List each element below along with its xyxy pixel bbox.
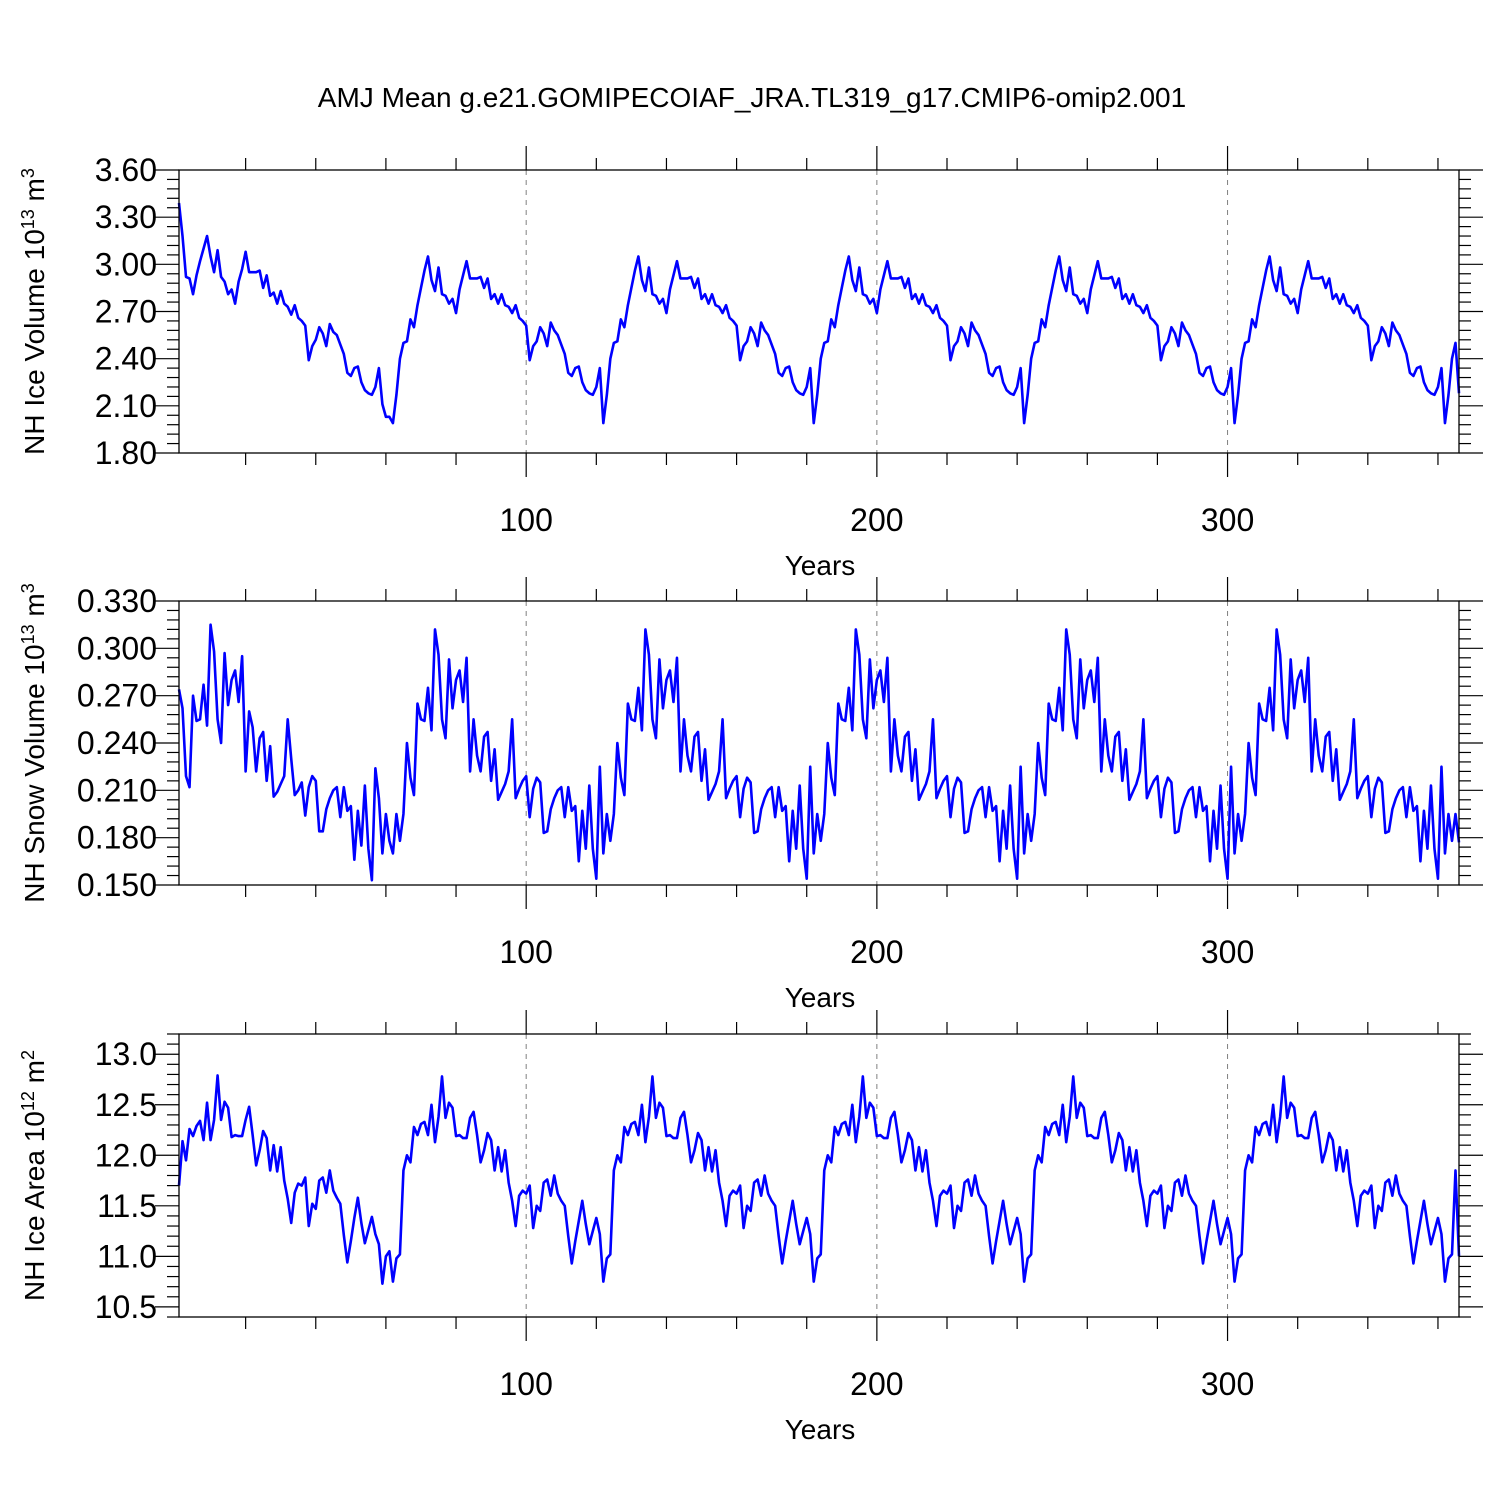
x-tick-label: 300 [1201,502,1254,538]
x-tick-label: 100 [499,1366,552,1402]
series-line-ice-area [177,1074,1461,1285]
y-tick-label: 3.60 [95,152,157,188]
series-line-ice-volume [177,202,1461,425]
y-tick-label: 0.330 [77,583,157,619]
y-tick-label: 2.40 [95,341,157,377]
y-tick-label: 11.0 [97,1238,157,1274]
y-tick-label: 13.0 [95,1036,157,1072]
y-axis-label-superscript: 3 [18,583,38,593]
x-tick-label: 100 [499,934,552,970]
y-axis-label-text: m [19,1060,50,1091]
panel-ice-area: 100 200 300 Years 10.5 11.0 11.5 12.0 12.5 13.0 NH… [18,1010,1483,1445]
y-axis-label-text: NH Ice Area 10 [19,1111,50,1301]
y-axis-label-text: NH Snow Volume 10 [19,644,50,902]
y-axis-label-superscript: 13 [18,624,38,644]
series-line-snow-volume [177,623,1461,882]
y-tick-label: 2.70 [95,294,157,330]
y-axis-label-superscript: 13 [18,209,38,229]
y-tick-label: 3.00 [95,246,157,282]
y-tick-label: 0.270 [77,678,157,714]
x-axis-label: Years [785,1414,856,1445]
y-tick-label: 11.5 [97,1188,157,1224]
x-tick-label: 100 [499,502,552,538]
y-axis-label-text: m [19,593,50,624]
x-tick-label: 200 [850,934,903,970]
y-tick-label: 3.30 [95,199,157,235]
y-axis-label: NH Ice Volume 1013 m3 [18,168,50,455]
y-tick-label: 0.240 [77,725,157,761]
x-axis-label: Years [785,550,856,581]
x-axis-label: Years [785,982,856,1013]
y-axis-label: NH Ice Area 1012 m2 [18,1050,50,1301]
x-tick-label: 200 [850,1366,903,1402]
y-tick-label: 12.0 [95,1137,157,1173]
y-tick-label: 1.80 [95,435,157,471]
y-tick-label: 0.300 [77,630,157,666]
y-tick-label: 2.10 [95,388,157,424]
x-tick-label: 200 [850,502,903,538]
y-axis-label-superscript: 2 [18,1050,38,1060]
y-axis-label-superscript: 3 [18,168,38,178]
y-axis-label-superscript: 12 [18,1091,38,1111]
y-axis-label: NH Snow Volume 1013 m3 [18,583,50,903]
y-tick-label: 12.5 [95,1087,157,1123]
panel-snow-volume: 100 200 300 Years 0.150 0.180 0.210 0.240 0.270 0… [18,577,1483,1013]
x-tick-label: 300 [1201,934,1254,970]
panel-ice-volume: 100 200 300 Years 1.80 2.10 2.40 2.70 3.00 3.30 3.… [18,146,1483,581]
y-tick-label: 0.150 [77,867,157,903]
panels-group: 100 200 300 Years 1.80 2.10 2.40 2.70 3.00 3.30 3.… [18,146,1483,1445]
figure-title: AMJ Mean g.e21.GOMIPECOIAF_JRA.TL319_g17… [318,82,1186,113]
y-tick-label: 10.5 [95,1289,157,1325]
x-tick-label: 300 [1201,1366,1254,1402]
y-axis-label-text: NH Ice Volume 10 [19,229,50,455]
y-tick-label: 0.180 [77,820,157,856]
y-axis-label-text: m [19,178,50,209]
y-tick-label: 0.210 [77,772,157,808]
